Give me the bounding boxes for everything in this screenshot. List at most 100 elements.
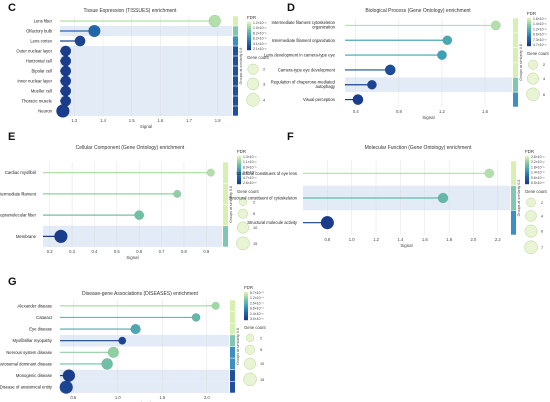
x-tick-label: 1.8 bbox=[446, 237, 452, 242]
fdr-tick-label: 1.2×10⁻² bbox=[533, 27, 547, 31]
lollipop-point bbox=[352, 94, 364, 105]
gene-count-legend-label: 4 bbox=[543, 77, 545, 81]
group-axis-label: Groups at similarity 0.8 bbox=[519, 44, 523, 81]
panel-title: Biological Process (Gene Ontology) enric… bbox=[365, 8, 471, 14]
group-band bbox=[60, 106, 232, 116]
fdr-colorbar-step bbox=[247, 46, 251, 49]
panel-letter: G bbox=[8, 276, 17, 288]
fdr-colorbar-step bbox=[244, 314, 248, 317]
gene-count-legend-circle bbox=[236, 236, 250, 251]
fdr-colorbar-step bbox=[525, 182, 529, 185]
group-bar-segment bbox=[230, 381, 235, 393]
x-tick-label: 0.7 bbox=[159, 249, 165, 254]
fdr-colorbar-step bbox=[244, 312, 248, 315]
group-bar-segment bbox=[511, 185, 516, 211]
category-label: Structural molecule activity bbox=[247, 220, 298, 225]
fdr-colorbar-step bbox=[247, 24, 251, 27]
x-axis-label: Signal bbox=[140, 124, 152, 129]
group-bar-segment bbox=[233, 56, 238, 66]
category-label: Lens development in camera-type eye bbox=[264, 53, 336, 58]
fdr-colorbar-step bbox=[247, 26, 251, 29]
gene-count-legend-circle bbox=[244, 357, 256, 370]
group-bar-segment bbox=[233, 46, 238, 56]
fdr-tick-label: 8.2×10⁻³ bbox=[253, 31, 267, 35]
lollipop-point bbox=[101, 358, 113, 370]
lollipop-point bbox=[442, 35, 453, 46]
category-label: Horizontal cell bbox=[26, 59, 52, 64]
group-band bbox=[345, 92, 512, 107]
gene-count-legend-label: 2 bbox=[253, 200, 255, 204]
x-axis-label: Signal bbox=[126, 255, 138, 260]
fdr-legend-title: FDR bbox=[525, 149, 534, 154]
fdr-colorbar-step bbox=[527, 34, 531, 37]
group-bar-segment bbox=[230, 358, 235, 370]
panel-title: Cellular Component (Gene Ontology) enric… bbox=[76, 145, 185, 151]
fdr-colorbar-step bbox=[237, 164, 241, 167]
fdr-tick-label: 3.0×10⁻³ bbox=[250, 317, 264, 321]
gene-count-legend-circle bbox=[526, 197, 536, 208]
panel-f: F Molecular Function (Gene Ontology) enri… bbox=[229, 131, 547, 254]
group-bar-segment bbox=[513, 33, 518, 48]
group-bar-segment bbox=[233, 66, 238, 76]
panel-g: G Disease-gene Associations (DISEASES) en… bbox=[0, 276, 266, 402]
group-band bbox=[60, 96, 232, 106]
gene-count-legend-label: 10 bbox=[253, 226, 257, 230]
fdr-colorbar-step bbox=[525, 174, 529, 177]
fdr-colorbar-step bbox=[247, 38, 251, 41]
group-bar-segment bbox=[230, 370, 235, 382]
panel-title: Tissue Expression (TISSUES) enrichment bbox=[84, 8, 178, 14]
group-bar-segment bbox=[233, 86, 238, 96]
fdr-tick-label: 1.6×10⁻² bbox=[533, 17, 547, 21]
gene-count-legend-label: 5 bbox=[253, 212, 255, 216]
lollipop-point bbox=[54, 229, 68, 244]
fdr-tick-label: 7.3×10⁻³ bbox=[533, 38, 547, 42]
gene-count-legend-circle bbox=[527, 72, 539, 85]
lollipop-point bbox=[118, 336, 127, 345]
group-bar-segment bbox=[513, 92, 518, 107]
group-bar-segment bbox=[230, 300, 235, 312]
gene-count-legend-title: Gene count bbox=[525, 189, 547, 194]
category-label: Olfactory bulb bbox=[26, 29, 53, 34]
lollipop-point bbox=[208, 14, 221, 28]
x-tick-label: 2.2 bbox=[495, 237, 501, 242]
fdr-colorbar-step bbox=[247, 42, 251, 45]
group-axis-label: Groups at similarity 0.8 bbox=[229, 186, 233, 223]
group-band bbox=[60, 323, 229, 335]
fdr-colorbar-step bbox=[247, 48, 251, 51]
fdr-colorbar-step bbox=[525, 158, 529, 161]
fdr-colorbar-step bbox=[244, 294, 248, 297]
fdr-colorbar-step bbox=[237, 168, 241, 171]
fdr-colorbar-step bbox=[247, 36, 251, 39]
fdr-tick-label: 4.7×10⁻³ bbox=[243, 176, 257, 180]
x-tick-label: 0.2 bbox=[47, 249, 53, 254]
fdr-tick-label: 1.4×10⁻² bbox=[531, 171, 545, 175]
fdr-colorbar-step bbox=[244, 298, 248, 301]
category-label: Eye disease bbox=[29, 327, 52, 332]
x-tick-label: 1.5 bbox=[159, 395, 165, 400]
category-label: Regulation of chaperone-mediated bbox=[271, 79, 336, 84]
panel-letter: F bbox=[287, 131, 294, 143]
category-label: Myofibrillar myopathy bbox=[12, 338, 52, 343]
group-bar-segment bbox=[233, 106, 238, 116]
category-label: Intermediate filament bbox=[0, 191, 37, 196]
fdr-colorbar-step bbox=[527, 40, 531, 43]
fdr-tick-label: 6.8×10⁻³ bbox=[243, 171, 257, 175]
x-tick-label: 0.6 bbox=[136, 249, 142, 254]
fdr-colorbar-step bbox=[525, 180, 529, 183]
x-tick-label: 1.5 bbox=[129, 118, 135, 123]
fdr-tick-label: 2.6×10⁻² bbox=[531, 155, 545, 159]
fdr-colorbar-step bbox=[525, 170, 529, 173]
fdr-colorbar-step bbox=[244, 310, 248, 313]
group-bar-segment bbox=[223, 183, 228, 205]
x-tick-label: 1.8 bbox=[215, 118, 221, 123]
group-bar-segment bbox=[513, 62, 518, 78]
gene-count-legend-circle bbox=[246, 77, 260, 91]
category-label: Mueller cell bbox=[31, 89, 52, 94]
gene-count-legend-label: 4 bbox=[541, 214, 543, 218]
gene-count-legend-label: 2 bbox=[263, 68, 265, 72]
fdr-tick-label: 2.9×10⁻⁴ bbox=[250, 301, 264, 305]
fdr-colorbar-step bbox=[527, 42, 531, 45]
x-tick-label: 1.0 bbox=[115, 395, 121, 400]
fdr-colorbar-step bbox=[525, 162, 529, 165]
x-tick-label: 1.2 bbox=[373, 237, 379, 242]
